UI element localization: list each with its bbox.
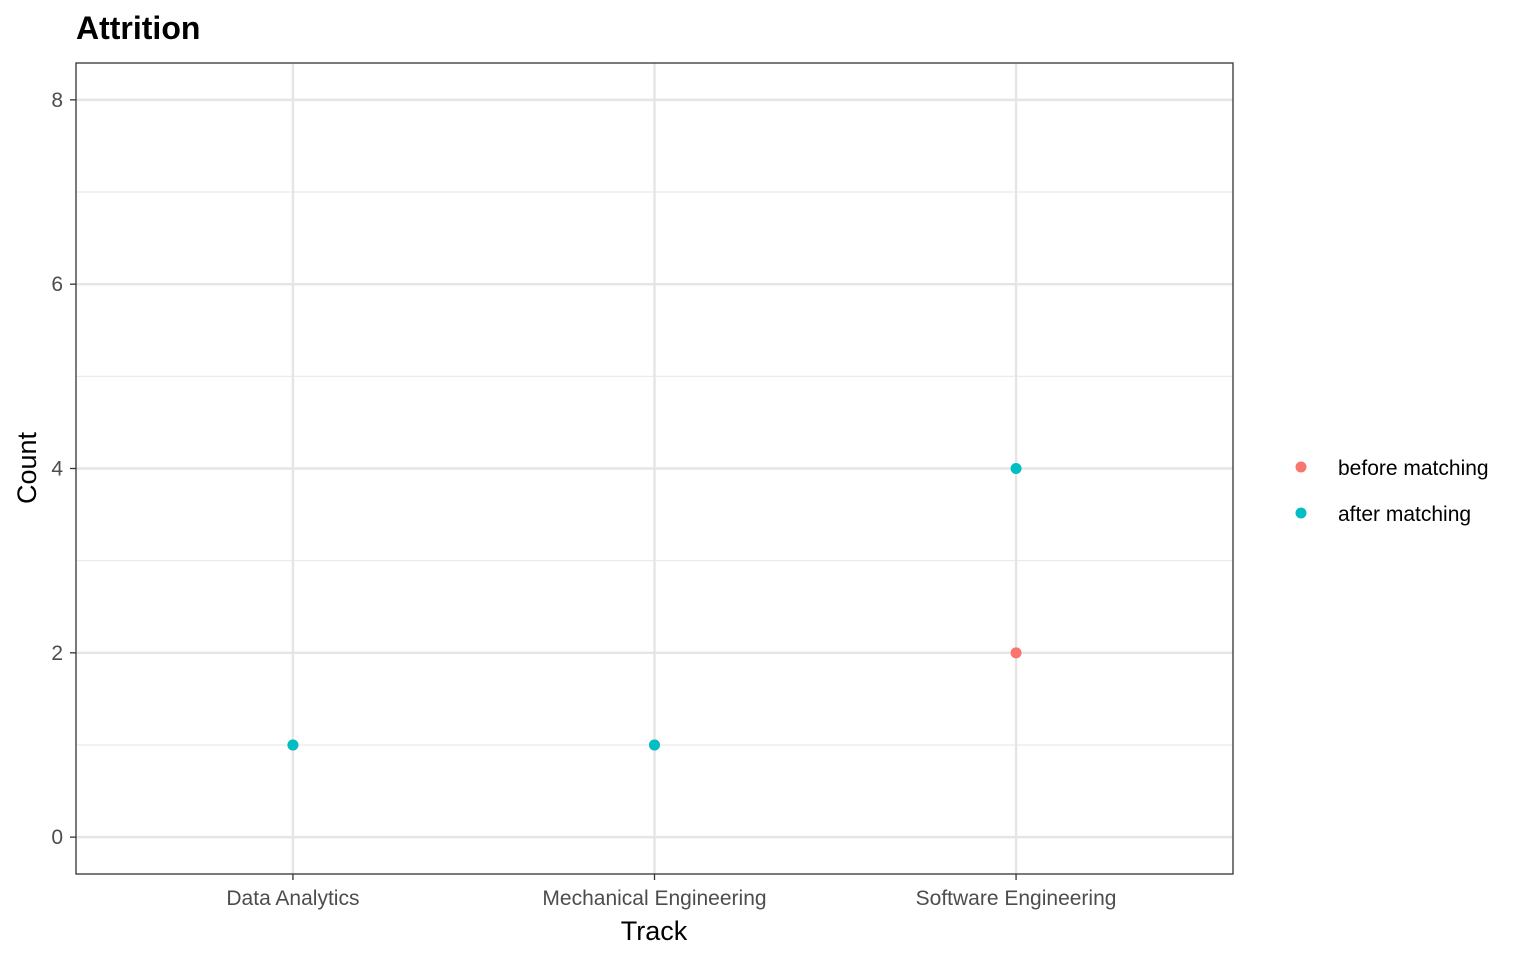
x-tick-label: Software Engineering xyxy=(916,887,1117,910)
y-tick-label: 2 xyxy=(51,642,63,665)
legend-label: before matching xyxy=(1338,457,1489,480)
legend-key xyxy=(1295,507,1307,519)
chart-title: Attrition xyxy=(76,10,200,46)
data-point-before xyxy=(1010,647,1022,659)
y-tick-label: 0 xyxy=(51,826,63,849)
x-axis-label: Track xyxy=(621,916,688,946)
y-tick-label: 4 xyxy=(51,458,63,481)
y-tick-label: 8 xyxy=(51,89,63,112)
grid xyxy=(76,63,1233,874)
x-axis: Data Analytics Mechanical Engineering Soft… xyxy=(226,874,1116,910)
y-axis: 0 2 4 6 8 xyxy=(51,89,76,849)
data-point-after xyxy=(287,739,299,751)
y-axis-label: Count xyxy=(12,431,42,504)
x-tick-label: Data Analytics xyxy=(226,887,359,910)
y-tick-label: 6 xyxy=(51,273,63,296)
legend-label: after matching xyxy=(1338,503,1471,526)
legend-key xyxy=(1295,461,1307,473)
data-point-after xyxy=(649,739,660,751)
legend: before matching after matching xyxy=(1295,457,1489,526)
data-point-after xyxy=(1010,463,1022,474)
x-tick-label: Mechanical Engineering xyxy=(542,887,766,910)
data-points xyxy=(287,463,1022,751)
